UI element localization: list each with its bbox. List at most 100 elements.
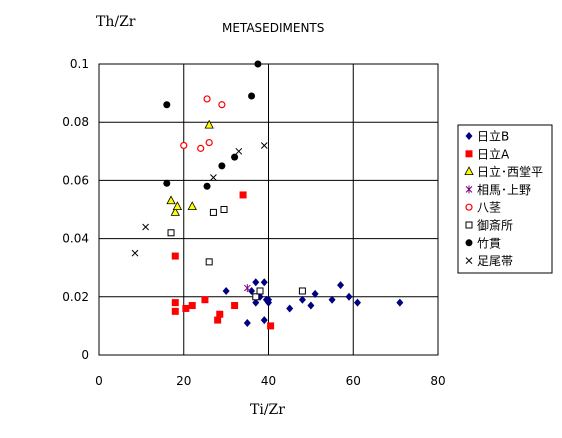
x-tick-label: 40 [261,374,276,388]
legend-label: 日立B [477,129,509,144]
legend-item: 竹貫 [465,236,501,250]
legend-label: 日立A [477,146,510,161]
x-tick-label: 80 [430,374,445,388]
legend-label: 八茎 [477,201,501,215]
data-point [243,318,251,327]
data-point [248,92,256,100]
data-point [216,310,224,318]
data-point [201,296,209,304]
data-point [231,302,239,310]
series-6 [167,206,306,301]
legend-marker [465,185,473,194]
legend-marker [465,221,473,229]
legend-item: 日立･西堂平 [464,164,543,179]
legend-box [457,124,553,274]
data-point [396,298,404,307]
data-point [254,60,262,68]
data-point [256,287,264,295]
data-point [188,302,196,310]
data-point [218,101,226,109]
legend-marker [465,203,473,211]
legend-label: 御斎所 [477,218,513,233]
x-axis-label: Ti/Zr [250,402,285,418]
y-axis-label: Th/Zr [96,14,136,30]
data-point [171,252,179,260]
data-point [267,322,275,330]
data-point [239,191,247,199]
data-point [286,304,294,313]
series-7 [163,60,262,190]
data-point [187,201,197,210]
legend-label: 日立･西堂平 [477,164,543,179]
data-points [131,60,404,330]
series-4 [243,284,251,293]
chart-title: METASEDIMENTS [222,21,324,35]
data-point [210,174,217,181]
data-point [243,284,251,293]
data-point [222,286,230,295]
data-point [260,142,268,149]
series-3 [166,119,214,216]
data-point [171,307,179,315]
data-point [345,292,353,301]
data-point [328,295,336,304]
legend-marker [465,150,473,158]
series-2 [171,191,275,330]
data-point [166,195,176,205]
series-1 [222,278,404,327]
series-5 [180,95,226,152]
data-point [167,229,175,237]
data-point [203,182,211,190]
data-point [298,287,306,295]
data-point [172,201,183,210]
legend-item: 八茎 [465,201,501,215]
x-tick-labels: 0 20 40 60 80 [95,374,445,388]
y-tick-labels: 0 0.02 0.04 0.06 0.08 0.1 [62,57,89,362]
data-point [235,147,243,155]
data-point [131,249,139,257]
series-8 [131,142,268,257]
x-tick-label: 60 [346,374,361,388]
data-point [142,223,149,231]
data-point [214,316,222,324]
y-tick-label: 0.02 [62,290,89,304]
data-point [218,162,226,170]
data-point [307,301,315,310]
data-point [203,95,211,103]
data-point [170,207,180,216]
data-point [248,286,256,295]
legend-item: 御斎所 [465,218,513,233]
data-point [260,316,268,325]
data-point [163,179,171,187]
legend-marker [464,166,474,176]
data-point [209,208,217,216]
legend-marker [465,257,473,264]
x-tick-label: 20 [176,374,191,388]
data-point [163,101,171,109]
data-point [204,119,214,129]
data-point [265,295,272,304]
y-tick-label: 0.08 [62,115,89,129]
y-tick-label: 0 [81,348,89,362]
data-point [180,141,188,150]
data-point [252,278,260,287]
data-point [337,281,345,290]
data-point [353,298,361,307]
legend-item: 日立A [465,146,510,161]
legend-label: 竹貫 [477,236,501,250]
data-point [252,298,260,307]
data-point [182,304,190,312]
data-point [171,299,179,307]
legend-item: 日立B [465,129,509,144]
data-point [298,295,306,304]
data-point [252,293,260,301]
x-tick-label: 0 [95,374,103,388]
legend-marker [465,132,473,140]
data-point [205,138,213,147]
y-tick-label: 0.06 [62,173,89,187]
data-point [311,289,319,298]
data-point [197,144,205,152]
